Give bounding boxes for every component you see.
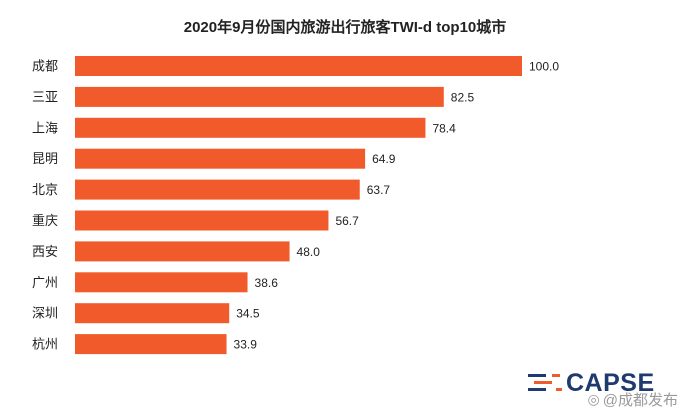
- capse-logo-text: CAPSE: [566, 368, 655, 397]
- value-label: 78.4: [432, 121, 456, 135]
- category-label: 杭州: [32, 337, 58, 352]
- category-label: 深圳: [32, 306, 58, 321]
- value-label: 33.9: [234, 338, 258, 352]
- bar: [75, 86, 444, 107]
- value-label: 56.7: [335, 214, 359, 228]
- value-label: 34.5: [236, 307, 260, 321]
- bar: [75, 272, 248, 293]
- value-label: 38.6: [255, 276, 279, 290]
- category-label: 北京: [32, 182, 58, 197]
- bar: [75, 303, 230, 324]
- bar: [75, 210, 329, 231]
- value-label: 63.7: [367, 183, 391, 197]
- watermark-text: @成都发布: [602, 392, 678, 409]
- category-label: 三亚: [32, 89, 58, 104]
- capse-logo-icon: [528, 374, 562, 391]
- chart-title: 2020年9月份国内旅游出行旅客TWI-d top10城市: [183, 19, 507, 36]
- capse-logo: CAPSE: [528, 368, 655, 398]
- bar: [75, 148, 366, 169]
- category-label: 广州: [32, 275, 58, 290]
- category-label: 昆明: [32, 151, 58, 166]
- bar: [75, 334, 227, 355]
- weibo-icon: ◎: [587, 391, 600, 407]
- value-label: 64.9: [372, 152, 396, 166]
- bar: [75, 241, 290, 262]
- value-label: 48.0: [297, 245, 321, 259]
- watermark: ◎ @成都发布: [588, 389, 678, 410]
- bar: [75, 179, 360, 200]
- category-label: 成都: [32, 59, 58, 74]
- bar: [75, 56, 522, 76]
- category-label: 西安: [32, 244, 58, 259]
- category-label: 上海: [32, 120, 58, 135]
- value-label: 82.5: [451, 90, 475, 104]
- value-label: 100.0: [529, 60, 559, 74]
- category-label: 重庆: [32, 213, 58, 228]
- bar: [75, 117, 426, 138]
